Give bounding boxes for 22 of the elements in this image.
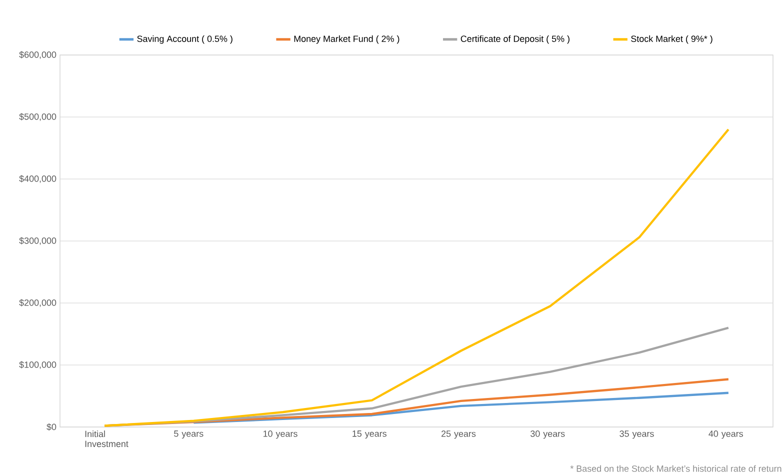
legend-label: Saving Account ( 0.5% )	[137, 35, 232, 44]
x-tick-label: 25 years	[442, 430, 476, 439]
y-tick-label: $500,000	[19, 113, 56, 121]
legend-label: Stock Market ( 9%* )	[631, 35, 712, 44]
x-tick-label: 40 years	[708, 430, 743, 439]
text: * Based on the Stock Market’s historical rate of return	[570, 465, 782, 472]
y-tick-label: $200,000	[19, 299, 56, 307]
line-series	[103, 128, 730, 427]
legend-label: Certificate of Deposit ( 5% )	[460, 35, 570, 44]
line-series	[192, 392, 730, 424]
y-tick-label: $400,000	[19, 175, 56, 183]
y-tick-label: $0	[46, 423, 56, 431]
y-tick-label: $600,000	[19, 51, 56, 59]
x-tick-label: 35 years	[620, 430, 654, 439]
y-tick-label: $100,000	[19, 361, 56, 369]
x-tick-label: 30 years	[530, 430, 565, 439]
x-tick-label: 15 years	[352, 430, 386, 439]
x-tick-label: Initial Investment	[85, 430, 128, 448]
y-tick-label: $300,000	[19, 237, 56, 245]
x-tick-label: 5 years	[174, 430, 204, 439]
x-tick-label: 10 years	[264, 430, 298, 439]
legend-label: Money Market Fund ( 2% )	[294, 35, 400, 44]
